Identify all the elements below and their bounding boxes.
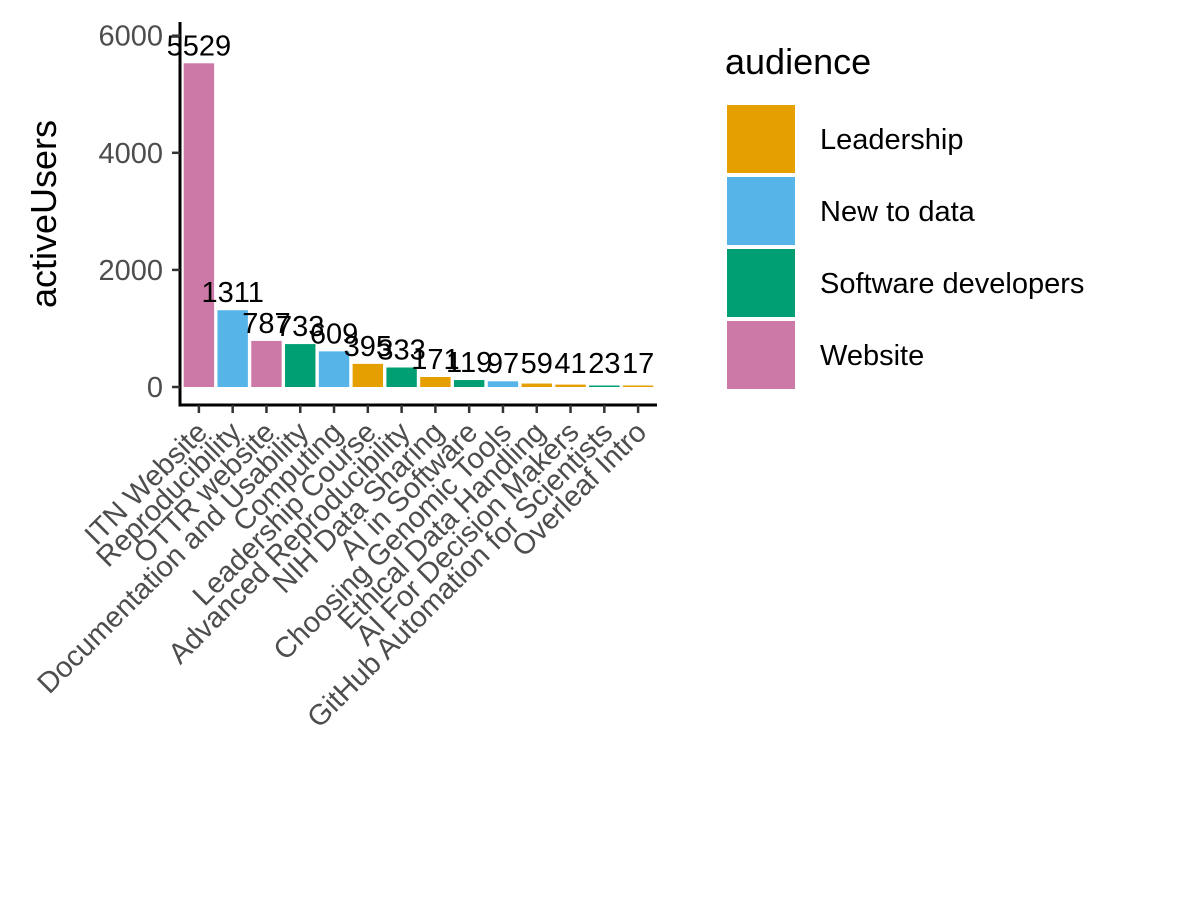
data-label-12: 41 <box>554 348 586 380</box>
y-tick-label-2: 2000 <box>98 255 163 287</box>
bar-8 <box>420 376 451 387</box>
bar-3 <box>251 340 282 387</box>
data-label-4: 733 <box>276 311 324 343</box>
y-tick-label-1: 0 <box>147 372 163 404</box>
data-label-6: 395 <box>344 331 392 363</box>
data-label-5: 609 <box>310 318 358 350</box>
bar-6 <box>352 363 384 387</box>
legend-title: audience <box>725 41 871 82</box>
legend-label-2: New to data <box>820 196 976 228</box>
bar-13 <box>589 385 620 387</box>
data-label-8: 171 <box>411 344 459 376</box>
data-label-14: 17 <box>622 348 654 380</box>
legend-label-1: Leadership <box>820 124 964 156</box>
legend-swatch-2 <box>727 177 795 245</box>
bar-10 <box>487 381 519 387</box>
bar-12 <box>555 384 586 387</box>
legend-items: Leadership New to data Software developers… <box>727 105 1084 389</box>
bar-14 <box>622 385 654 387</box>
legend-label-4: Website <box>820 340 924 372</box>
legend: audience Leadership New to data Software d… <box>725 41 1084 389</box>
bar-1 <box>183 63 215 387</box>
legend-swatch-4 <box>727 321 795 389</box>
data-label-9: 119 <box>446 347 492 379</box>
y-tick-label-3: 4000 <box>98 138 163 170</box>
legend-swatch-1 <box>727 105 795 173</box>
axes-group <box>178 22 657 407</box>
legend-swatch-3 <box>727 249 795 317</box>
y-ticks-group: 0 2000 4000 6000 <box>98 21 180 404</box>
data-label-3: 787 <box>242 308 290 340</box>
bar-2 <box>217 310 248 387</box>
y-tick-label-4: 6000 <box>98 21 163 53</box>
data-label-13: 23 <box>588 348 620 380</box>
y-axis-title: activeUsers <box>23 120 64 308</box>
bar-9 <box>453 380 485 387</box>
legend-label-3: Software developers <box>820 268 1084 300</box>
data-label-10: 97 <box>487 348 519 380</box>
bar-4 <box>285 344 316 387</box>
data-label-11: 59 <box>521 348 553 380</box>
bar-7 <box>386 367 417 387</box>
bar-11 <box>521 383 552 387</box>
data-label-7: 333 <box>377 335 425 367</box>
bars-group <box>183 63 654 387</box>
bar-5 <box>318 351 350 387</box>
data-label-2: 1311 <box>201 277 263 309</box>
